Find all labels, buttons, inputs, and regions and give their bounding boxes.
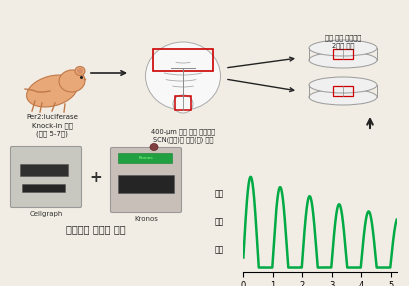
- Bar: [118, 175, 174, 193]
- Text: 400-μm 두께 두뇌 절편에서
SCN(아래)과 해마(위) 포출: 400-μm 두께 두뇌 절편에서 SCN(아래)과 해마(위) 포출: [151, 128, 215, 143]
- Bar: [118, 153, 172, 163]
- Bar: [333, 86, 353, 96]
- Text: Kronos: Kronos: [134, 216, 158, 222]
- Ellipse shape: [173, 95, 193, 113]
- Text: +: +: [90, 170, 102, 184]
- Text: Kronos: Kronos: [139, 156, 153, 160]
- Ellipse shape: [27, 75, 77, 107]
- Ellipse shape: [77, 68, 83, 74]
- Text: 생체: 생체: [214, 189, 223, 198]
- Ellipse shape: [309, 40, 377, 56]
- Ellipse shape: [309, 52, 377, 68]
- Text: 조직 배양 접시에서
2주간 배양: 조직 배양 접시에서 2주간 배양: [325, 34, 361, 49]
- Ellipse shape: [150, 144, 158, 150]
- Bar: [153, 49, 213, 71]
- FancyBboxPatch shape: [11, 146, 81, 208]
- Text: Per2:luciferase
Knock-in 생쿨
(생후 5-7일): Per2:luciferase Knock-in 생쿨 (생후 5-7일): [26, 114, 78, 137]
- Ellipse shape: [146, 42, 220, 110]
- Bar: [333, 49, 353, 59]
- Bar: [175, 96, 191, 110]
- Text: 인광: 인광: [214, 217, 223, 226]
- Ellipse shape: [309, 89, 377, 105]
- Ellipse shape: [309, 77, 377, 93]
- Bar: [20, 164, 68, 176]
- Text: 측정: 측정: [214, 245, 223, 254]
- FancyBboxPatch shape: [110, 148, 182, 212]
- Ellipse shape: [75, 67, 85, 76]
- Bar: [22, 184, 65, 192]
- Text: 생체인광 실시간 측정: 생체인광 실시간 측정: [66, 224, 126, 234]
- Text: Cellgraph: Cellgraph: [29, 211, 63, 217]
- Ellipse shape: [59, 70, 85, 92]
